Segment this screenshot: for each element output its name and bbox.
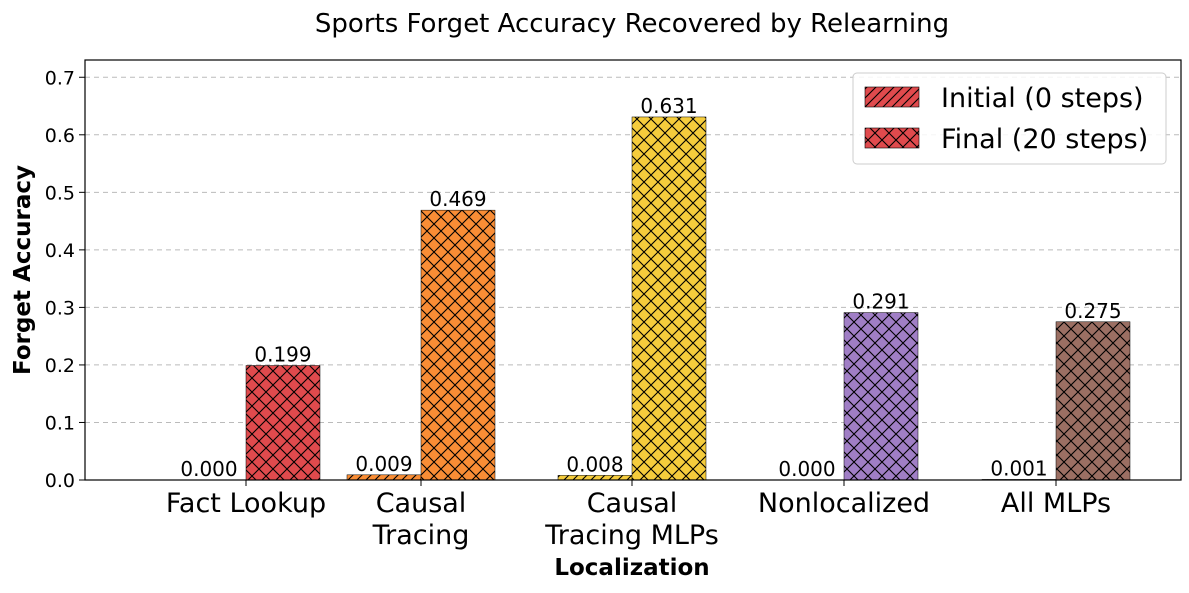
x-tick-label: Nonlocalized bbox=[758, 488, 930, 519]
x-tick-label: All MLPs bbox=[1001, 488, 1111, 519]
plot-frame bbox=[84, 59, 1182, 481]
y-axis: 0.0 0.1 0.2 0.3 0.4 0.5 0.6 0.7 bbox=[45, 67, 85, 492]
bar-hatch bbox=[421, 210, 495, 481]
x-tick-label: Causal bbox=[376, 488, 467, 519]
bar-value-label: 0.000 bbox=[180, 457, 237, 481]
bar-value-label: 0.001 bbox=[990, 456, 1047, 480]
bar-value-label: 0.469 bbox=[429, 187, 486, 211]
bar-value-label: 0.009 bbox=[355, 452, 412, 476]
data-labels: 0.000 0.009 0.008 0.000 0.001 0.199 0.469 0.631… bbox=[180, 94, 1121, 481]
bars bbox=[245, 116, 1131, 481]
bar-value-label: 0.199 bbox=[254, 343, 311, 367]
bar-hatch bbox=[844, 312, 918, 480]
bar-hatch bbox=[558, 475, 632, 480]
bar-value-label: 0.631 bbox=[640, 94, 697, 118]
y-tick-label: 0.6 bbox=[45, 125, 75, 147]
bar-hatch bbox=[1056, 321, 1130, 480]
y-tick-label: 0.7 bbox=[45, 67, 75, 89]
bar-value-label: 0.008 bbox=[566, 452, 623, 476]
legend-label-final: Final (20 steps) bbox=[941, 124, 1148, 155]
y-tick-label: 0.4 bbox=[45, 240, 75, 262]
bar-hatch bbox=[347, 474, 421, 480]
bar-hatch bbox=[632, 116, 706, 481]
y-tick-label: 0.3 bbox=[45, 297, 75, 319]
x-tick-label: Tracing bbox=[372, 520, 470, 551]
legend-box bbox=[852, 72, 1167, 165]
x-tick-label: Fact Lookup bbox=[166, 488, 326, 519]
y-tick-label: 0.5 bbox=[45, 182, 75, 204]
y-tick-label: 0.0 bbox=[45, 470, 75, 492]
x-axis-label: Localization bbox=[554, 555, 709, 581]
y-tick-label: 0.1 bbox=[45, 412, 75, 434]
bar-value-label: 0.275 bbox=[1064, 299, 1121, 323]
bar-value-label: 0.291 bbox=[852, 290, 909, 314]
bar-hatch bbox=[246, 365, 320, 480]
chart-title: Sports Forget Accuracy Recovered by Rele… bbox=[315, 9, 949, 39]
bar-value-label: 0.000 bbox=[778, 457, 835, 481]
legend: Initial (0 steps) Final (20 steps) bbox=[852, 72, 1167, 165]
legend-swatch-final-hatch bbox=[865, 128, 919, 148]
y-tick-label: 0.2 bbox=[45, 355, 75, 377]
legend-swatch-initial-hatch bbox=[865, 87, 919, 107]
x-tick-label: Causal bbox=[587, 488, 678, 519]
legend-label-initial: Initial (0 steps) bbox=[941, 83, 1144, 114]
y-axis-label: Forget Accuracy bbox=[10, 165, 36, 375]
x-tick-label: Tracing MLPs bbox=[544, 520, 719, 551]
